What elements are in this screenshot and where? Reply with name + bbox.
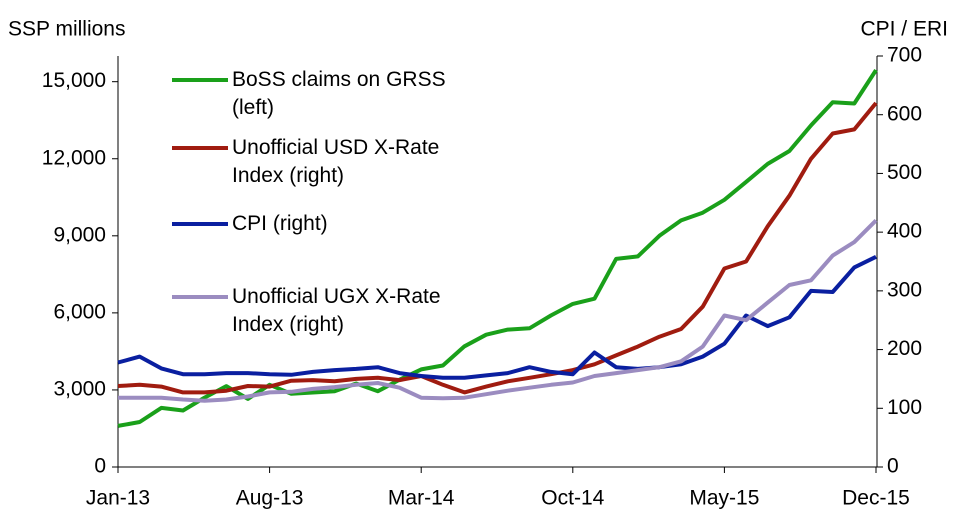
- y2-axis-title: CPI / ERI: [860, 18, 948, 41]
- legend-label: Unofficial USD X-Rate Index (right): [232, 136, 440, 187]
- legend-label: BoSS claims on GRSS (left): [232, 68, 446, 119]
- y2-tick-label: 0: [887, 455, 899, 478]
- y2-tick-label: 200: [887, 337, 922, 360]
- y-tick-label: 6,000: [53, 300, 106, 323]
- legend-label: CPI (right): [232, 212, 328, 235]
- y2-tick-label: 300: [887, 278, 922, 301]
- y2-tick-label: 500: [887, 161, 922, 184]
- x-tick-label: Dec-15: [842, 487, 910, 510]
- y-tick-label: 12,000: [42, 146, 106, 169]
- series-line: [117, 101, 878, 395]
- y2-tick-label: 100: [887, 396, 922, 419]
- y-axis-title: SSP millions: [8, 18, 126, 41]
- x-tick-label: Mar-14: [388, 487, 455, 510]
- y-tick-label: 3,000: [53, 377, 106, 400]
- series-line: [118, 218, 878, 403]
- y2-tick-label: 400: [887, 220, 922, 243]
- x-tick-label: Jan-13: [86, 487, 150, 510]
- x-tick-label: May-15: [689, 487, 759, 510]
- x-tick-label: Aug-13: [236, 487, 304, 510]
- y-tick-label: 15,000: [42, 69, 106, 92]
- legend-label: Unofficial UGX X-Rate Index (right): [232, 285, 441, 336]
- y-tick-label: 0: [94, 455, 106, 478]
- y2-tick-label: 700: [887, 44, 922, 67]
- y2-tick-label: 600: [887, 102, 922, 125]
- x-tick-label: Oct-14: [541, 487, 604, 510]
- y-tick-label: 9,000: [53, 223, 106, 246]
